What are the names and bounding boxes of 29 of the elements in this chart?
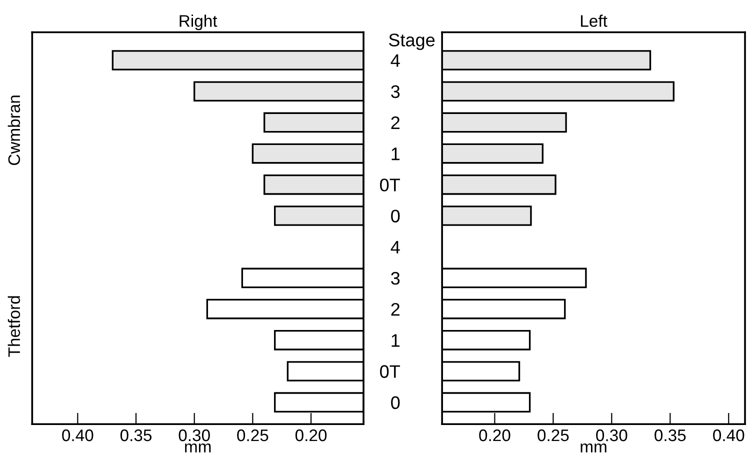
y-axis-title: Stage [389,34,435,50]
x-tick-label: 0.30 [596,429,628,442]
x-tick-label: 0.30 [178,429,210,442]
y-tick-label: 2 [391,116,400,129]
y-tick-label: 2 [391,302,400,316]
x-tick-label: 0.20 [295,429,327,442]
y-tick-label: 1 [392,334,400,347]
y-tick-label: 4 [390,240,400,254]
y-tick-label: 0T [380,178,400,192]
text: Thetford [8,296,20,357]
x-tick-label: 0.35 [120,429,152,442]
y-tick-label: 3 [391,272,400,285]
chart-title: Right [180,14,218,30]
x-axis-title: mm [580,443,606,452]
x-tick-label: 0.40 [713,429,744,442]
y-tick-label: 0T [380,365,400,378]
x-tick-label: 0.25 [237,429,268,442]
y-tick-label: 1 [392,148,400,160]
y-tick-label: 4 [390,54,400,67]
x-tick-label: 0.40 [62,429,94,442]
x-tick-label: 0.25 [538,429,569,442]
x-axis-title: mm [185,443,211,452]
y-tick-label: 0 [391,210,400,222]
x-tick-label: 0.35 [654,429,686,442]
y-tick-label: 0 [391,396,400,410]
x-tick-label: 0.20 [479,429,510,442]
text: Cwmbran [8,96,20,166]
y-tick-label: 3 [391,85,400,98]
chart-title: Left [581,14,608,27]
